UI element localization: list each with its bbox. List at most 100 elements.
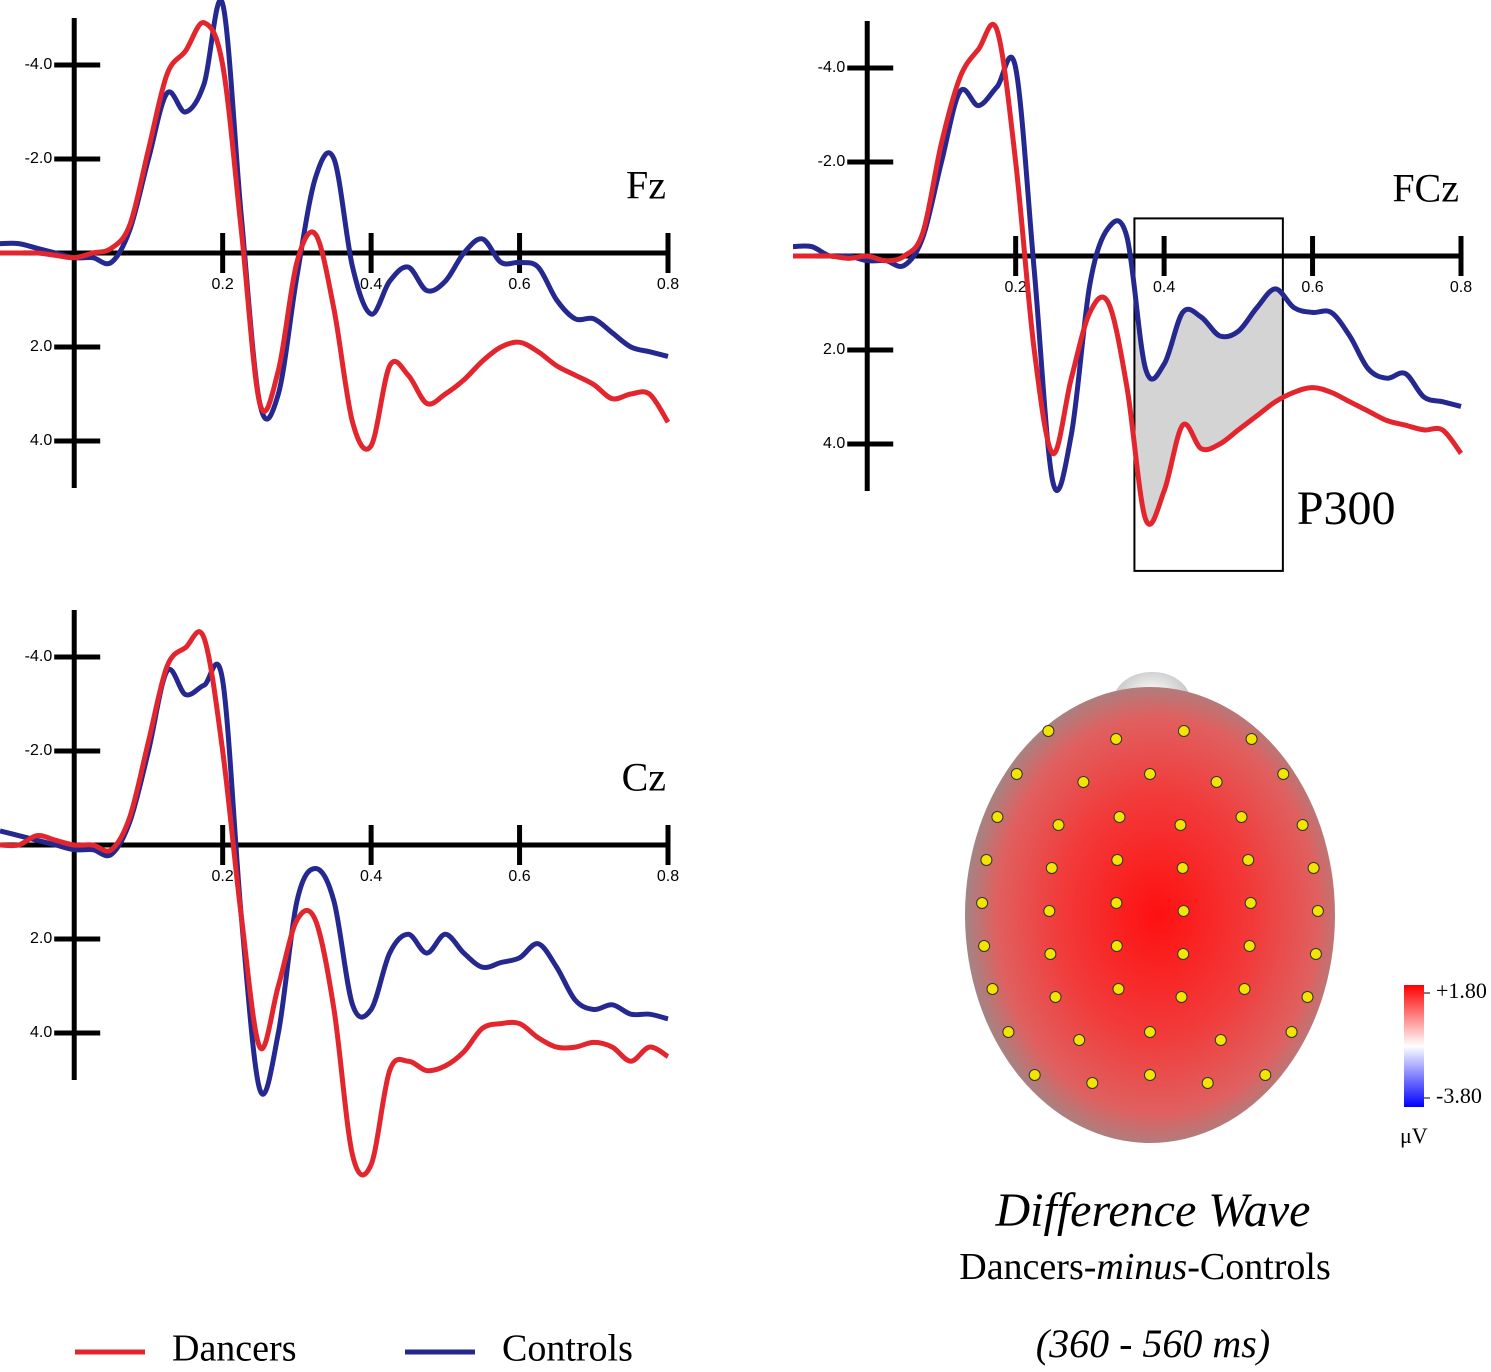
topomap-subtitle: Dancers-minus-Controls [959,1246,1331,1288]
electrode [1043,905,1056,917]
electrode [1110,897,1123,909]
electrode [1285,1026,1298,1038]
subtitle-part: -Controls [1187,1246,1331,1288]
electrode [1214,1034,1227,1046]
x-tick-label: 0.4 [360,276,382,293]
electrode [1201,1077,1214,1089]
series-line [0,661,669,1097]
x-tick-label: 0.6 [508,868,530,885]
electrode [1235,811,1248,823]
x-tick-label: 0.2 [212,868,234,885]
y-tick-label: -2.0 [25,742,53,759]
electrode [1309,948,1322,960]
electrode [1259,1069,1272,1081]
x-tick-label: 0.4 [1153,279,1175,296]
topomap-title: Difference Wave [995,1184,1311,1237]
x-tick-label: 0.8 [657,276,679,293]
electrode [1077,776,1090,788]
electrode [1111,854,1124,866]
electrode [980,854,993,866]
y-tick-label: 2.0 [30,930,52,947]
topomap-window: (360 - 560 ms) [1036,1321,1270,1366]
y-tick-label: -4.0 [25,56,53,73]
electrode [1245,733,1258,745]
electrode [1144,1026,1156,1038]
electrode [1301,991,1314,1003]
electrode [1176,862,1189,874]
electrode [1002,1026,1015,1038]
electrode [1210,776,1223,788]
colorbar [1404,985,1424,1107]
electrode [1112,983,1125,995]
y-tick-label: -4.0 [818,59,846,76]
legend-label: Dancers [172,1328,296,1370]
subtitle-part: Dancers- [959,1246,1096,1288]
electrode [1311,905,1324,917]
electrode [1049,991,1062,1003]
electrode [1307,862,1320,874]
electrode [1042,725,1055,737]
y-tick-label: -2.0 [25,150,53,167]
x-tick-label: 0.8 [1450,279,1472,296]
electrode [1044,948,1057,960]
annotation-label: P300 [1297,482,1396,535]
series-line [792,21,1464,527]
electrode [1177,905,1190,917]
channel-label: FCz [1392,166,1459,211]
legend-label: Controls [502,1328,633,1370]
electrode [1144,1069,1156,1081]
electrode [1073,1034,1086,1046]
y-tick-label: 4.0 [30,432,52,449]
y-tick-label: 4.0 [823,435,845,452]
electrode [986,983,999,995]
colorbar-label: -3.80 [1436,1083,1482,1108]
electrode [1113,811,1126,823]
electrode [1177,948,1190,960]
x-tick-label: 0.8 [657,868,679,885]
subtitle-part: minus [1096,1246,1187,1288]
x-tick-label: 0.2 [212,276,234,293]
electrode [991,811,1004,823]
y-tick-label: 4.0 [30,1024,52,1041]
y-tick-label: 2.0 [823,341,845,358]
colorbar-unit: μV [1400,1123,1428,1148]
electrode [1242,854,1255,866]
series-line [0,20,671,452]
electrode [1243,940,1256,952]
electrodes [976,725,1324,1089]
electrode [1174,819,1187,831]
electrode [1244,897,1257,909]
electrode [1296,819,1309,831]
electrode [1238,983,1251,995]
y-tick-label: -2.0 [818,153,846,170]
electrode [1110,733,1123,745]
electrode [1277,768,1290,780]
electrode [1045,862,1058,874]
electrode [976,897,989,909]
series-line [0,0,669,422]
electrode [1144,768,1156,780]
x-tick-label: 0.2 [1005,279,1027,296]
electrode [1010,768,1023,780]
electrode [1177,725,1190,737]
channel-label: Fz [626,163,666,208]
x-tick-label: 0.6 [508,276,530,293]
y-tick-label: 2.0 [30,338,52,355]
electrode [1052,819,1065,831]
electrode [1086,1077,1099,1089]
x-tick-label: 0.4 [360,868,382,885]
annotation-fill [1134,287,1283,525]
series-line [0,629,670,1178]
electrode [978,940,991,952]
channel-label: Cz [622,755,666,800]
head [965,687,1335,1143]
colorbar-label: +1.80 [1436,978,1487,1003]
electrode [1028,1069,1041,1081]
x-tick-label: 0.6 [1301,279,1323,296]
y-tick-label: -4.0 [25,648,53,665]
electrode [1175,991,1188,1003]
series-line [792,54,1462,493]
electrode [1110,940,1123,952]
